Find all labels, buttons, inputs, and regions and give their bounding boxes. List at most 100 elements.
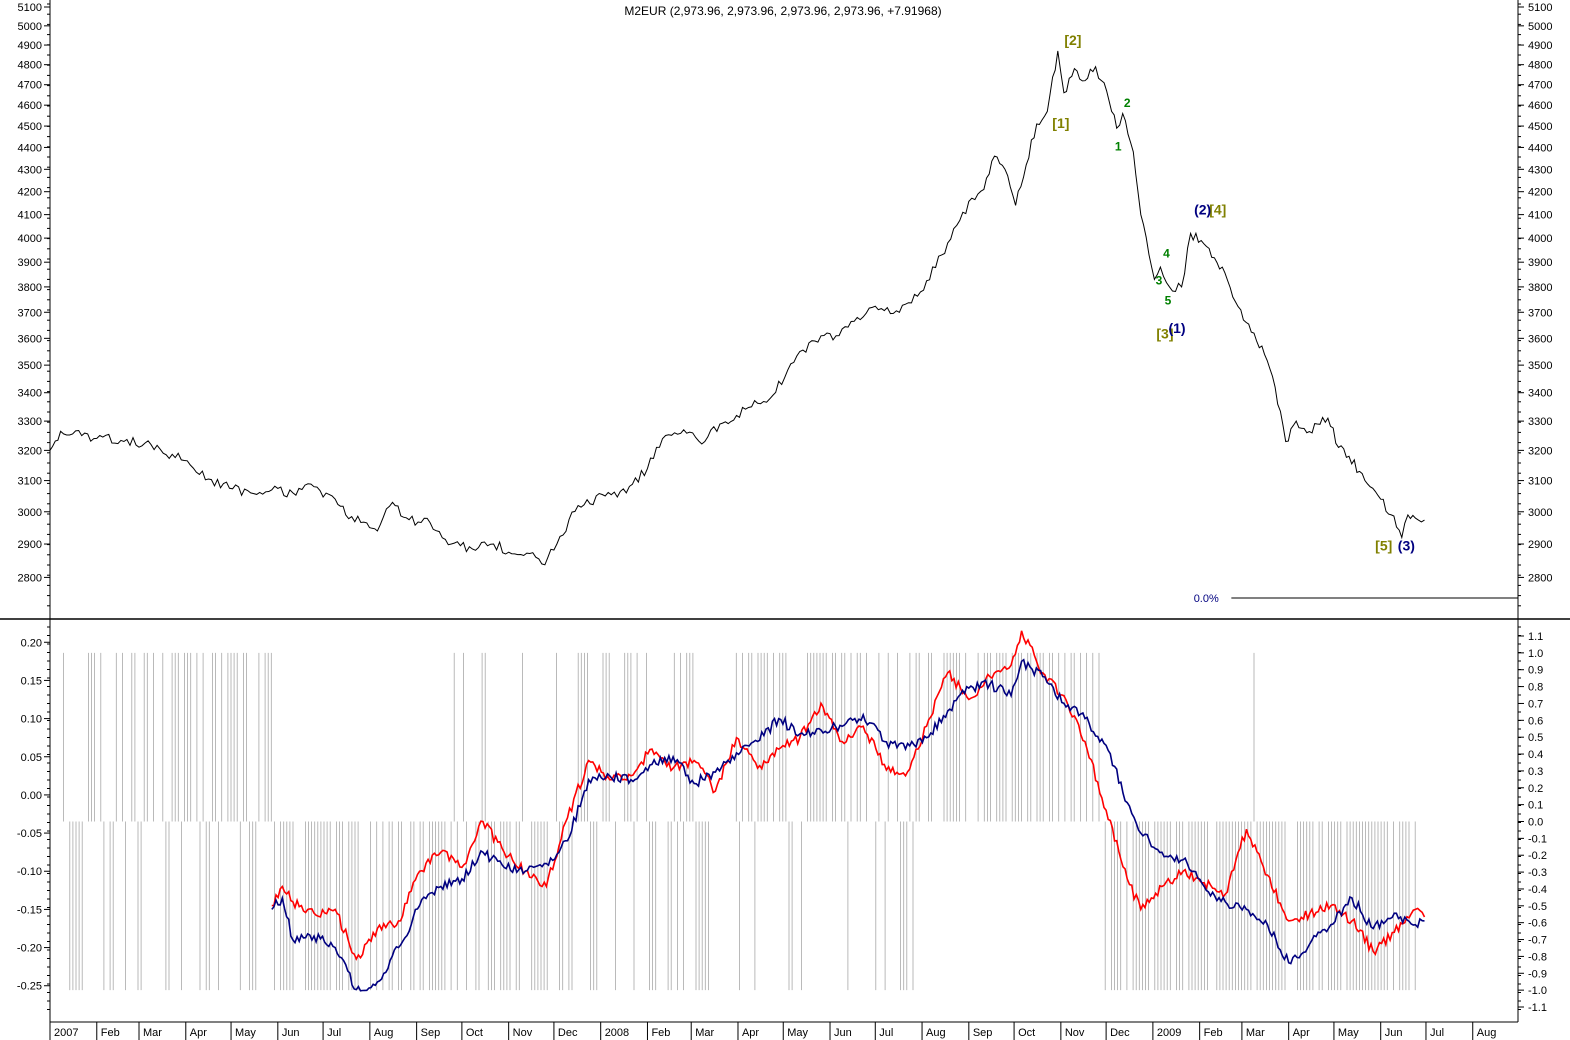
y-tick-label-left: 4300 (18, 164, 42, 176)
x-tick-label: Dec (1110, 1027, 1130, 1039)
x-tick-label: Jul (1430, 1027, 1444, 1039)
x-tick-label: Mar (1246, 1027, 1265, 1039)
y-tick-label-left: 4100 (18, 210, 42, 222)
y-tick-label-left: -0.15 (17, 904, 42, 916)
x-tick-label: Sep (421, 1027, 441, 1039)
y-tick-label-left: 5000 (18, 21, 42, 33)
x-tick-label: Feb (651, 1027, 670, 1039)
y-tick-label-right: 3000 (1528, 507, 1552, 519)
y-tick-label-right: 4200 (1528, 187, 1552, 199)
y-tick-label-right: 2900 (1528, 539, 1552, 551)
y-tick-label-right: 0.3 (1528, 766, 1543, 778)
y-tick-label-right: -0.4 (1528, 884, 1547, 896)
y-tick-label-right: 4600 (1528, 100, 1552, 112)
x-tick-label: Apr (742, 1027, 759, 1039)
y-tick-label-right: -0.3 (1528, 867, 1547, 879)
chart-title: M2EUR (2,973.96, 2,973.96, 2,973.96, 2,9… (624, 4, 941, 18)
y-tick-label-right: 3100 (1528, 476, 1552, 488)
y-tick-label-left: 4600 (18, 100, 42, 112)
y-tick-label-left: -0.25 (17, 981, 42, 993)
x-tick-label: May (787, 1027, 808, 1039)
x-tick-label: Sep (973, 1027, 993, 1039)
x-tick-label: May (1338, 1027, 1359, 1039)
y-tick-label-left: 5100 (18, 2, 42, 14)
y-tick-label-left: 4200 (18, 187, 42, 199)
y-tick-label-left: 2900 (18, 539, 42, 551)
x-tick-label: May (235, 1027, 256, 1039)
y-tick-label-right: 4800 (1528, 60, 1552, 72)
y-tick-label-right: 0.2 (1528, 783, 1543, 795)
y-tick-label-left: 2800 (18, 572, 42, 584)
indicator-red-line (271, 630, 1426, 961)
x-tick-label: Oct (466, 1027, 483, 1039)
y-tick-label-left: -0.10 (17, 866, 42, 878)
y-tick-label-left: 3700 (18, 307, 42, 319)
y-tick-label-left: 3000 (18, 507, 42, 519)
y-tick-label-right: 5000 (1528, 21, 1552, 33)
y-tick-label-right: 4400 (1528, 142, 1552, 154)
y-tick-label-right: 4700 (1528, 80, 1552, 92)
x-tick-label: Nov (513, 1027, 533, 1039)
price-series-line (49, 50, 1425, 566)
y-tick-label-right: 3200 (1528, 445, 1552, 457)
y-tick-label-left: 4000 (18, 233, 42, 245)
y-tick-label-right: 4500 (1528, 121, 1552, 133)
y-tick-label-left: 0.00 (21, 790, 42, 802)
x-tick-label: Feb (101, 1027, 120, 1039)
y-tick-label-right: 4900 (1528, 40, 1552, 52)
reference-line-label: 0.0% (1194, 593, 1219, 605)
y-tick-label-left: 4500 (18, 121, 42, 133)
y-tick-label-right: 3500 (1528, 360, 1552, 372)
y-tick-label-right: 0.6 (1528, 715, 1543, 727)
x-tick-label: Mar (695, 1027, 714, 1039)
y-tick-label-right: -1.0 (1528, 985, 1547, 997)
x-tick-label: Apr (1293, 1027, 1310, 1039)
y-tick-label-left: 4800 (18, 60, 42, 72)
x-tick-label: Mar (143, 1027, 162, 1039)
y-tick-label-right: 0.0 (1528, 817, 1543, 829)
x-tick-label: Nov (1065, 1027, 1085, 1039)
wave-label: 5 (1165, 294, 1172, 308)
x-tick-label: Dec (558, 1027, 578, 1039)
y-tick-label-left: 3300 (18, 416, 42, 428)
y-tick-label-right: 2800 (1528, 572, 1552, 584)
y-tick-label-right: 3600 (1528, 333, 1552, 345)
y-tick-label-left: 3500 (18, 360, 42, 372)
x-tick-label: Jul (327, 1027, 341, 1039)
y-tick-label-right: 0.9 (1528, 665, 1543, 677)
y-tick-label-right: 5100 (1528, 2, 1552, 14)
price-panel: 0.0% [1] [2] [3] [4] [5] (1) (2) (3) 1 2 34 5 (49, 32, 1518, 605)
y-tick-label-left: 4900 (18, 40, 42, 52)
y-tick-label-right: 0.4 (1528, 749, 1543, 761)
wave-label: [2] (1064, 32, 1081, 48)
indicator-panel (271, 630, 1426, 992)
x-tick-label: Jun (282, 1027, 300, 1039)
y-tick-label-right: 3900 (1528, 257, 1552, 269)
x-tick-label: Aug (1477, 1027, 1497, 1039)
y-tick-label-right: -1.1 (1528, 1002, 1547, 1014)
y-tick-label-right: 1.1 (1528, 631, 1543, 643)
y-tick-label-left: 0.15 (21, 675, 42, 687)
y-tick-label-left: 3400 (18, 388, 42, 400)
x-tick-label: Aug (926, 1027, 946, 1039)
x-tick-label: Jul (879, 1027, 893, 1039)
y-tick-label-right: 0.8 (1528, 682, 1543, 694)
x-tick-label: Apr (190, 1027, 207, 1039)
y-tick-label-left: 0.05 (21, 752, 42, 764)
y-tick-label-right: 0.7 (1528, 698, 1543, 710)
x-tick-label: Jun (1385, 1027, 1403, 1039)
y-tick-label-right: 3700 (1528, 307, 1552, 319)
y-tick-label-right: -0.6 (1528, 918, 1547, 930)
y-tick-label-right: 0.1 (1528, 800, 1543, 812)
y-tick-label-left: -0.05 (17, 828, 42, 840)
x-tick-label: 2008 (605, 1027, 629, 1039)
y-tick-label-right: 1.0 (1528, 648, 1543, 660)
y-tick-label-left: 4400 (18, 142, 42, 154)
wave-label: 4 (1163, 246, 1170, 260)
y-tick-label-right: 3300 (1528, 416, 1552, 428)
y-tick-label-right: -0.8 (1528, 951, 1547, 963)
x-tick-label: Aug (374, 1027, 394, 1039)
x-tick-label: Oct (1018, 1027, 1035, 1039)
